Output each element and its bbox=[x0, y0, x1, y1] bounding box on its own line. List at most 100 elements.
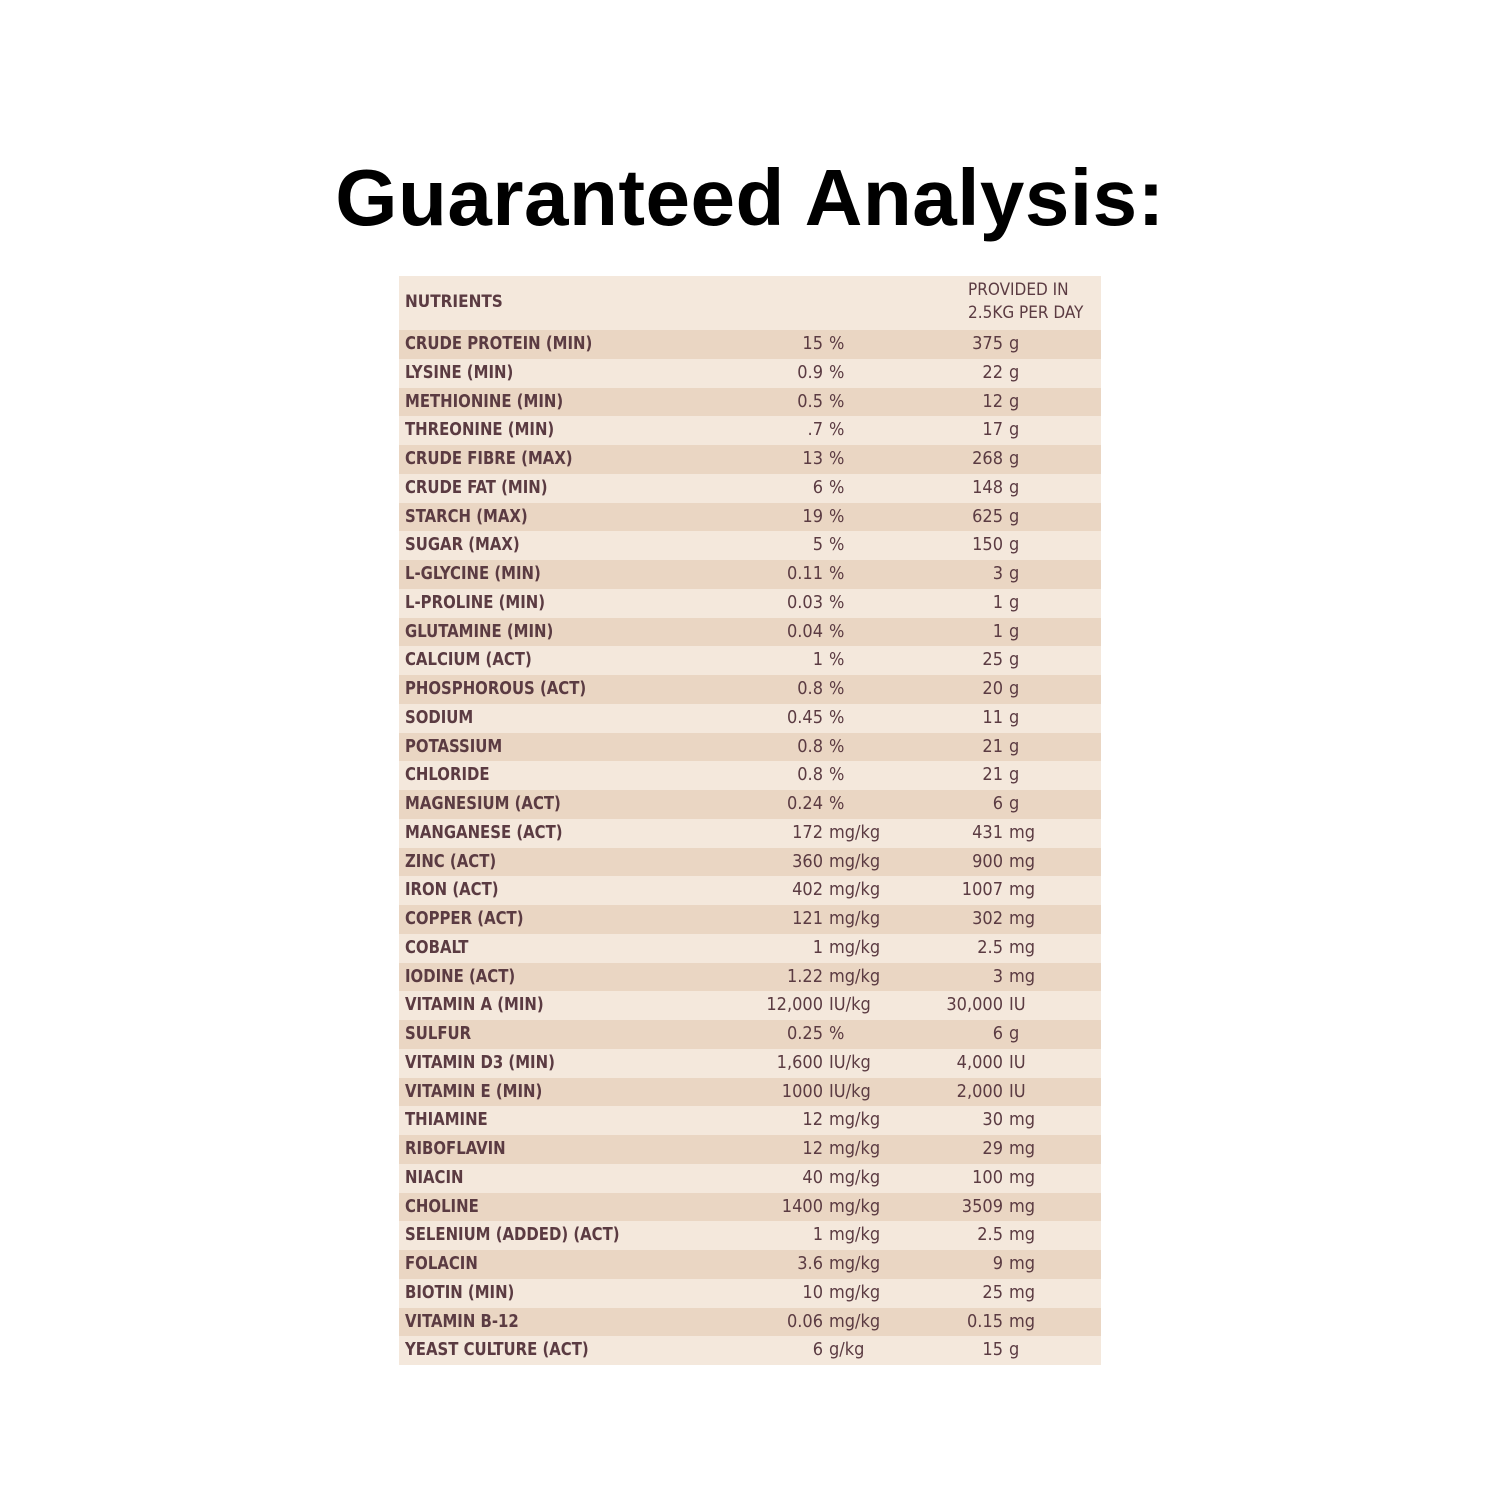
table-body: CRUDE PROTEIN (MIN) 15% 375 g LYSINE (MIN) 0.… bbox=[399, 330, 1101, 1365]
table-row: STARCH (MAX) 19% 625 g bbox=[399, 502, 1101, 532]
provided-header-line1: PROVIDED IN bbox=[968, 280, 1069, 300]
nutrient-unit: % bbox=[829, 678, 845, 699]
nutrient-name: COPPER (ACT) bbox=[405, 908, 524, 929]
daily-amount: 375 bbox=[972, 333, 1003, 354]
daily-amount: 150 bbox=[972, 534, 1003, 556]
nutrient-value: 6 bbox=[812, 476, 823, 498]
nutrient-unit: % bbox=[829, 620, 845, 642]
table-row: THREONINE (MIN) .7% 17 g bbox=[399, 416, 1101, 445]
nutrient-name: VITAMIN E (MIN) bbox=[405, 1080, 543, 1102]
nutrient-unit: % bbox=[829, 649, 845, 671]
nutrient-value: 0.8 bbox=[797, 678, 823, 699]
nutrient-unit: % bbox=[829, 591, 845, 613]
daily-amount: 1 bbox=[992, 620, 1003, 642]
table-row: VITAMIN E (MIN) 1000 IU/kg 2,000 IU bbox=[399, 1077, 1101, 1107]
table-row: COPPER (ACT) 121 mg/kg 302 mg bbox=[399, 905, 1101, 934]
table-row: LYSINE (MIN) 0.9% 22 g bbox=[399, 359, 1101, 388]
daily-amount-unit: g bbox=[1009, 591, 1020, 613]
daily-amount-unit: g bbox=[1009, 735, 1020, 757]
nutrient-name: FOLACIN bbox=[405, 1253, 478, 1274]
nutrient-unit: mg/kg bbox=[829, 1224, 881, 1246]
nutrient-name: L-PROLINE (MIN) bbox=[405, 591, 546, 613]
nutrient-name: VITAMIN B-12 bbox=[405, 1310, 519, 1332]
nutrient-name: STARCH (MAX) bbox=[405, 505, 528, 527]
nutrient-value: 0.24 bbox=[786, 793, 823, 814]
table-row: IRON (ACT) 402 mg/kg 1007 mg bbox=[399, 876, 1101, 905]
daily-amount: 17 bbox=[982, 419, 1003, 441]
nutrient-unit: g/kg bbox=[829, 1339, 865, 1361]
nutrient-unit: % bbox=[829, 534, 845, 556]
daily-amount-unit: g bbox=[1009, 620, 1020, 642]
nutrient-unit: mg/kg bbox=[829, 1253, 881, 1274]
nutrient-name: MAGNESIUM (ACT) bbox=[405, 793, 561, 814]
nutrient-name: POTASSIUM bbox=[405, 735, 503, 757]
nutrient-name: GLUTAMINE (MIN) bbox=[405, 620, 554, 642]
daily-amount-unit: mg bbox=[1009, 1224, 1036, 1246]
nutrient-value: 1 bbox=[812, 649, 823, 671]
daily-amount: 29 bbox=[982, 1138, 1003, 1159]
daily-amount: 20 bbox=[982, 678, 1003, 699]
nutrient-unit: mg/kg bbox=[829, 850, 881, 872]
nutrient-unit: mg/kg bbox=[829, 879, 881, 901]
nutrient-name: THIAMINE bbox=[405, 1109, 488, 1131]
table-row: METHIONINE (MIN) 0.5% 12 g bbox=[399, 387, 1101, 417]
table-row: SELENIUM (ADDED) (ACT) 1 mg/kg 2.5 mg bbox=[399, 1221, 1101, 1250]
daily-amount: 2.5 bbox=[977, 936, 1003, 958]
daily-amount: 21 bbox=[982, 764, 1003, 786]
nutrient-value: 1 bbox=[812, 936, 823, 958]
daily-amount: 21 bbox=[982, 735, 1003, 757]
nutrient-unit: mg/kg bbox=[829, 1281, 881, 1303]
daily-amount-unit: mg bbox=[1009, 850, 1036, 872]
table-row: CHLORIDE 0.8% 21 g bbox=[399, 761, 1101, 790]
nutrient-unit: % bbox=[829, 390, 845, 412]
daily-amount-unit: mg bbox=[1009, 1109, 1036, 1131]
daily-amount: 3 bbox=[992, 965, 1003, 987]
daily-amount: 6 bbox=[992, 793, 1003, 814]
provided-header-line2: 2.5KG PER DAY bbox=[968, 303, 1084, 323]
nutrient-name: CHLORIDE bbox=[405, 764, 490, 786]
nutrient-value: 0.25 bbox=[786, 1023, 823, 1044]
table-row: CALCIUM (ACT) 1% 25 g bbox=[399, 646, 1101, 675]
nutrient-name: SODIUM bbox=[405, 706, 474, 728]
daily-amount-unit: g bbox=[1009, 505, 1020, 527]
daily-amount-unit: g bbox=[1009, 534, 1020, 556]
nutrient-value: 6 bbox=[812, 1339, 823, 1361]
daily-amount: 6 bbox=[992, 1023, 1003, 1044]
nutrient-unit: % bbox=[829, 333, 845, 354]
nutrient-value: 1400 bbox=[781, 1195, 823, 1217]
nutrient-unit: IU/kg bbox=[829, 1051, 871, 1073]
daily-amount-unit: mg bbox=[1009, 821, 1036, 843]
nutrient-value: 360 bbox=[792, 850, 823, 872]
nutrient-unit: % bbox=[829, 476, 845, 498]
daily-amount: 30,000 bbox=[946, 994, 1003, 1016]
daily-amount: 100 bbox=[972, 1166, 1003, 1188]
nutrient-value: 0.9 bbox=[797, 361, 823, 383]
nutrient-value: 15 bbox=[802, 333, 823, 354]
nutrient-value: 13 bbox=[802, 448, 823, 469]
daily-amount-unit: IU bbox=[1009, 994, 1026, 1016]
nutrient-value: 40 bbox=[802, 1166, 823, 1188]
daily-amount: 431 bbox=[972, 821, 1003, 843]
table-row: GLUTAMINE (MIN) 0.04% 1 g bbox=[399, 617, 1101, 647]
table-row: L-GLYCINE (MIN) 0.11% 3 g bbox=[399, 560, 1101, 589]
nutrients-header: NUTRIENTS bbox=[405, 292, 503, 312]
nutrient-value: 12,000 bbox=[766, 994, 823, 1016]
table-row: COBALT 1 mg/kg 2.5 mg bbox=[399, 934, 1101, 963]
table-row: SULFUR 0.25% 6 g bbox=[399, 1020, 1101, 1049]
guaranteed-analysis-table: NUTRIENTS PROVIDED IN 2.5KG PER DAY CRUD… bbox=[399, 276, 1101, 1365]
nutrient-unit: % bbox=[829, 1023, 845, 1044]
provided-header: PROVIDED IN 2.5KG PER DAY bbox=[968, 279, 1083, 325]
daily-amount-unit: g bbox=[1009, 649, 1020, 671]
nutrient-unit: % bbox=[829, 735, 845, 757]
table-row: BIOTIN (MIN) 10 mg/kg 25 mg bbox=[399, 1279, 1101, 1308]
nutrient-unit: % bbox=[829, 793, 845, 814]
nutrient-name: THREONINE (MIN) bbox=[405, 419, 555, 441]
daily-amount-unit: g bbox=[1009, 390, 1020, 412]
nutrient-name: VITAMIN D3 (MIN) bbox=[405, 1051, 555, 1073]
nutrient-unit: mg/kg bbox=[829, 1138, 881, 1159]
nutrient-unit: % bbox=[829, 448, 845, 469]
nutrient-name: MANGANESE (ACT) bbox=[405, 821, 563, 843]
nutrient-unit: IU/kg bbox=[829, 1080, 871, 1102]
nutrient-unit: mg/kg bbox=[829, 965, 881, 987]
nutrient-unit: mg/kg bbox=[829, 1166, 881, 1188]
